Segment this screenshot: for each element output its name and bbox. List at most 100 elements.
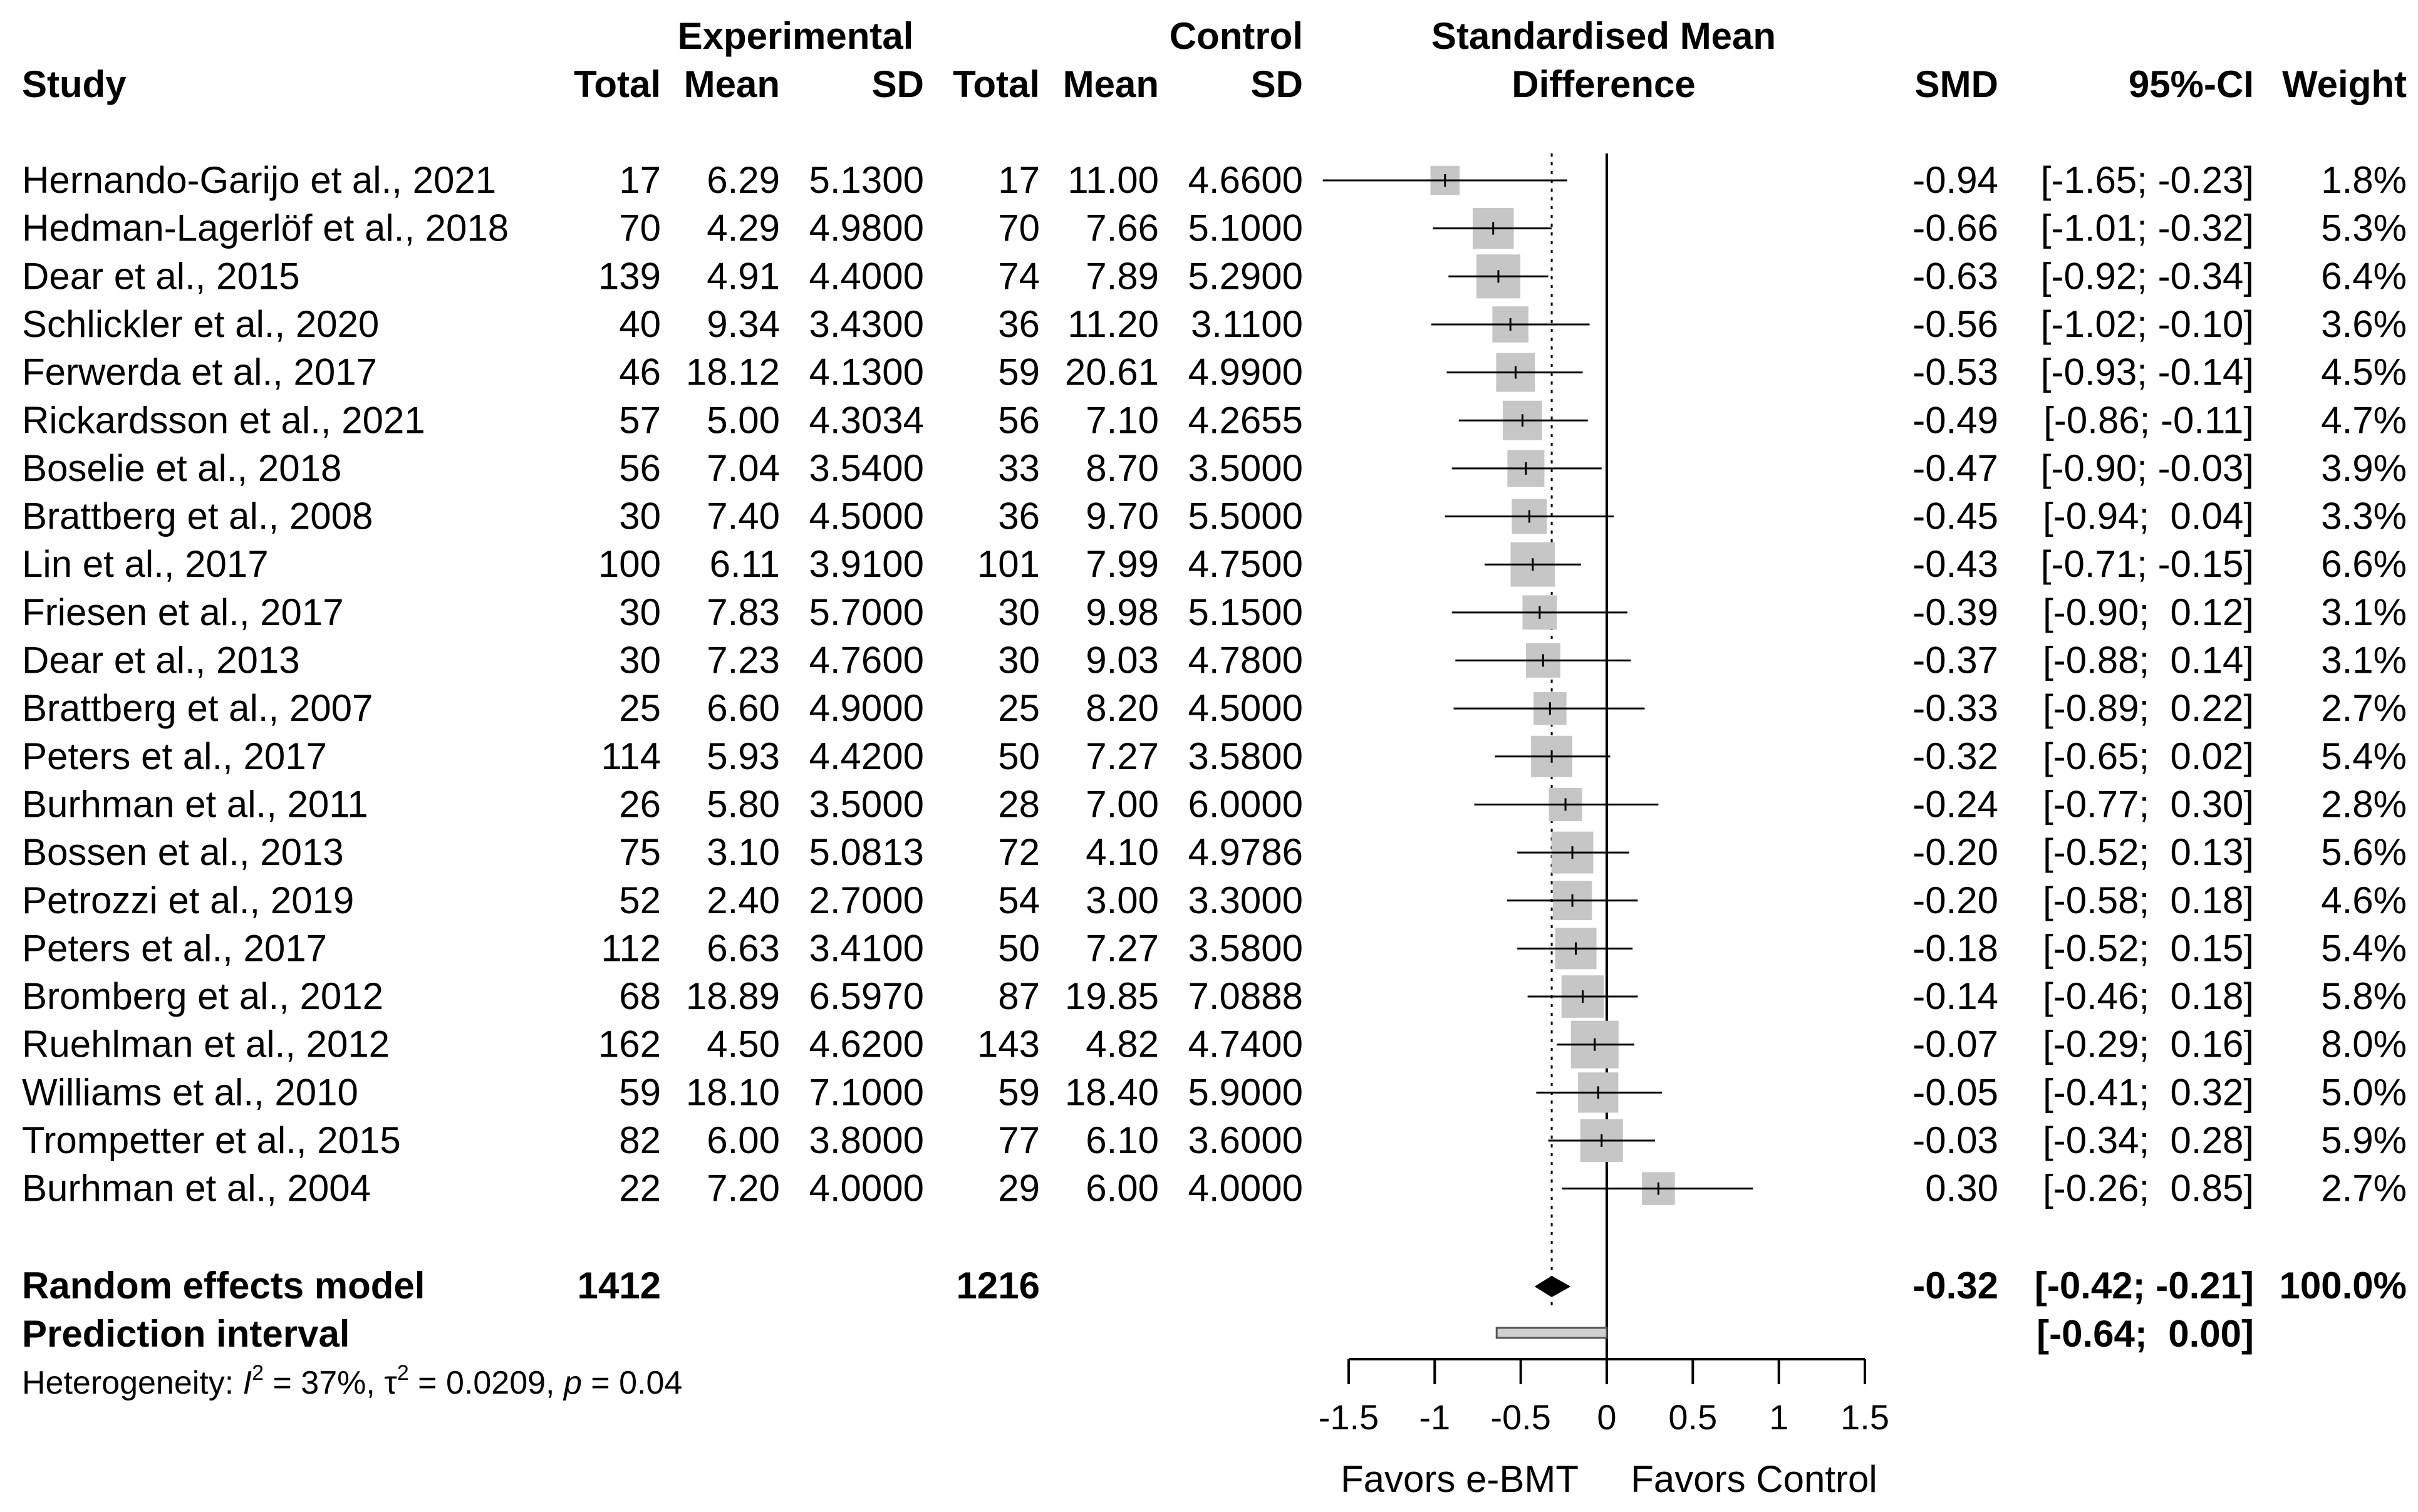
heterogeneity-text: Heterogeneity: I2 = 37%, τ2 = 0.0209, p … bbox=[22, 1361, 682, 1401]
study-ci: [-0.58; 0.18] bbox=[2043, 879, 2254, 921]
x-axis-tick-label: 1 bbox=[1769, 1397, 1788, 1437]
study-name: Dear et al., 2013 bbox=[22, 639, 300, 681]
study-name: Hernando-Garijo et al., 2021 bbox=[22, 159, 496, 201]
study-weight: 3.1% bbox=[2321, 639, 2407, 681]
exp-sd: 7.1000 bbox=[809, 1071, 924, 1113]
study-smd: 0.30 bbox=[1925, 1168, 1998, 1209]
exp-total: 100 bbox=[598, 543, 661, 585]
table-row: Brattberg et al., 2007 25 6.60 4.9000 25 8.20… bbox=[22, 687, 2407, 729]
x-axis-tick-label: 0.5 bbox=[1668, 1397, 1717, 1437]
x-axis-tick-label: 0 bbox=[1597, 1397, 1616, 1437]
exp-sd: 4.7600 bbox=[809, 639, 924, 681]
exp-sd: 5.0813 bbox=[809, 831, 924, 873]
study-weight: 5.3% bbox=[2321, 207, 2407, 249]
ctrl-total: 50 bbox=[998, 927, 1040, 969]
table-row: Petrozzi et al., 2019 52 2.40 2.7000 54 3.00 3… bbox=[22, 879, 2407, 921]
study-smd: -0.20 bbox=[1912, 879, 1998, 921]
ctrl-total: 72 bbox=[998, 831, 1040, 873]
ctrl-sd: 3.5800 bbox=[1188, 735, 1303, 777]
ctrl-sd: 5.2900 bbox=[1188, 255, 1303, 297]
study-ci: [-0.90; 0.12] bbox=[2043, 591, 2254, 633]
ctrl-total: 30 bbox=[998, 639, 1040, 681]
study-name: Peters et al., 2017 bbox=[22, 927, 327, 969]
exp-mean: 6.11 bbox=[710, 543, 780, 585]
ctrl-mean: 9.98 bbox=[1086, 591, 1159, 633]
ctrl-total: 33 bbox=[998, 447, 1040, 489]
study-smd: -0.33 bbox=[1912, 687, 1998, 729]
table-row: Williams et al., 2010 59 18.10 7.1000 59 18.4… bbox=[22, 1071, 2407, 1113]
study-ci: [-0.26; 0.85] bbox=[2043, 1168, 2254, 1209]
favors-right-label: Favors Control bbox=[1631, 1458, 1877, 1500]
table-row: Ferwerda et al., 2017 46 18.12 4.1300 59 20.6… bbox=[22, 351, 2407, 393]
study-ci: [-0.65; 0.02] bbox=[2043, 735, 2254, 777]
ctrl-sd: 5.5000 bbox=[1188, 495, 1303, 537]
x-axis-tick-label: -1 bbox=[1419, 1397, 1450, 1437]
exp-sd: 4.6200 bbox=[809, 1023, 924, 1065]
study-smd: -0.66 bbox=[1912, 207, 1998, 249]
ctrl-mean: 20.61 bbox=[1065, 351, 1159, 393]
exp-sd: 4.5000 bbox=[809, 495, 924, 537]
ctrl-total: 74 bbox=[998, 255, 1040, 297]
ctrl-mean: 7.00 bbox=[1086, 783, 1159, 825]
study-ci: [-0.89; 0.22] bbox=[2043, 687, 2254, 729]
plot-area: -1.5 -1 -0.5 0 0.5 1 1.5 bbox=[1319, 153, 1889, 1437]
ctrl-sd: 6.0000 bbox=[1188, 783, 1303, 825]
x-axis-tick-label: 1.5 bbox=[1840, 1397, 1889, 1437]
random-effects-label: Random effects model bbox=[22, 1265, 425, 1307]
exp-total: 139 bbox=[598, 255, 661, 297]
study-weight: 3.9% bbox=[2321, 447, 2407, 489]
header-control: Control bbox=[1170, 15, 1303, 57]
ctrl-mean: 9.70 bbox=[1086, 495, 1159, 537]
table-row: Hernando-Garijo et al., 2021 17 6.29 5.1300… bbox=[22, 159, 2407, 201]
table-row: Friesen et al., 2017 30 7.83 5.7000 30 9.98 5.… bbox=[22, 591, 2407, 633]
exp-sd: 3.5400 bbox=[809, 447, 924, 489]
prediction-interval-ci: [-0.64; 0.00] bbox=[2037, 1313, 2254, 1355]
table-row: Rickardsson et al., 2021 57 5.00 4.3034 56 7.… bbox=[22, 399, 2407, 441]
study-ci: [-1.01; -0.32] bbox=[2041, 207, 2254, 249]
exp-total: 30 bbox=[619, 495, 661, 537]
table-row: Ruehlman et al., 2012 162 4.50 4.6200 143 4.8… bbox=[22, 1023, 2407, 1065]
exp-sd: 4.0000 bbox=[809, 1168, 924, 1209]
study-ci: [-0.46; 0.18] bbox=[2043, 975, 2254, 1017]
exp-total: 26 bbox=[619, 783, 661, 825]
study-smd: -0.94 bbox=[1912, 159, 1998, 201]
exp-total: 112 bbox=[601, 927, 661, 969]
header-plot-title-2: Difference bbox=[1512, 63, 1695, 105]
ctrl-sd: 4.2655 bbox=[1188, 399, 1303, 441]
ctrl-total: 50 bbox=[998, 735, 1040, 777]
study-smd: -0.45 bbox=[1912, 495, 1998, 537]
ctrl-sd: 5.1500 bbox=[1188, 591, 1303, 633]
ctrl-mean: 8.70 bbox=[1086, 447, 1159, 489]
random-effects-weight: 100.0% bbox=[2280, 1265, 2407, 1307]
ctrl-total: 36 bbox=[998, 303, 1040, 345]
ctrl-sd: 5.1000 bbox=[1188, 207, 1303, 249]
exp-sd: 2.7000 bbox=[809, 879, 924, 921]
study-name: Bromberg et al., 2012 bbox=[22, 975, 383, 1017]
study-weight: 4.5% bbox=[2321, 351, 2407, 393]
exp-sd: 5.7000 bbox=[809, 591, 924, 633]
exp-mean: 4.29 bbox=[707, 207, 780, 249]
exp-mean: 7.04 bbox=[707, 447, 780, 489]
ctrl-total: 77 bbox=[998, 1119, 1040, 1161]
table-row: Bromberg et al., 2012 68 18.89 6.5970 87 19.8… bbox=[22, 975, 2407, 1017]
study-weight: 2.7% bbox=[2321, 1168, 2407, 1209]
study-weight: 6.6% bbox=[2321, 543, 2407, 585]
study-ci: [-0.52; 0.13] bbox=[2043, 831, 2254, 873]
study-name: Ferwerda et al., 2017 bbox=[22, 351, 377, 393]
study-name: Brattberg et al., 2007 bbox=[22, 687, 373, 729]
ctrl-mean: 7.99 bbox=[1086, 543, 1159, 585]
random-effects-smd: -0.32 bbox=[1912, 1265, 1998, 1307]
header-e-mean: Mean bbox=[684, 63, 780, 105]
study-name: Dear et al., 2015 bbox=[22, 255, 300, 297]
ctrl-mean: 8.20 bbox=[1086, 687, 1159, 729]
study-name: Ruehlman et al., 2012 bbox=[22, 1023, 390, 1065]
ctrl-mean: 3.00 bbox=[1086, 879, 1159, 921]
study-weight: 4.6% bbox=[2321, 879, 2407, 921]
table-row: Peters et al., 2017 112 6.63 3.4100 50 7.27 3.… bbox=[22, 927, 2407, 969]
exp-sd: 4.9000 bbox=[809, 687, 924, 729]
exp-sd: 4.9800 bbox=[809, 207, 924, 249]
study-smd: -0.56 bbox=[1912, 303, 1998, 345]
exp-total: 25 bbox=[619, 687, 661, 729]
study-name: Petrozzi et al., 2019 bbox=[22, 879, 354, 921]
study-smd: -0.24 bbox=[1912, 783, 1998, 825]
